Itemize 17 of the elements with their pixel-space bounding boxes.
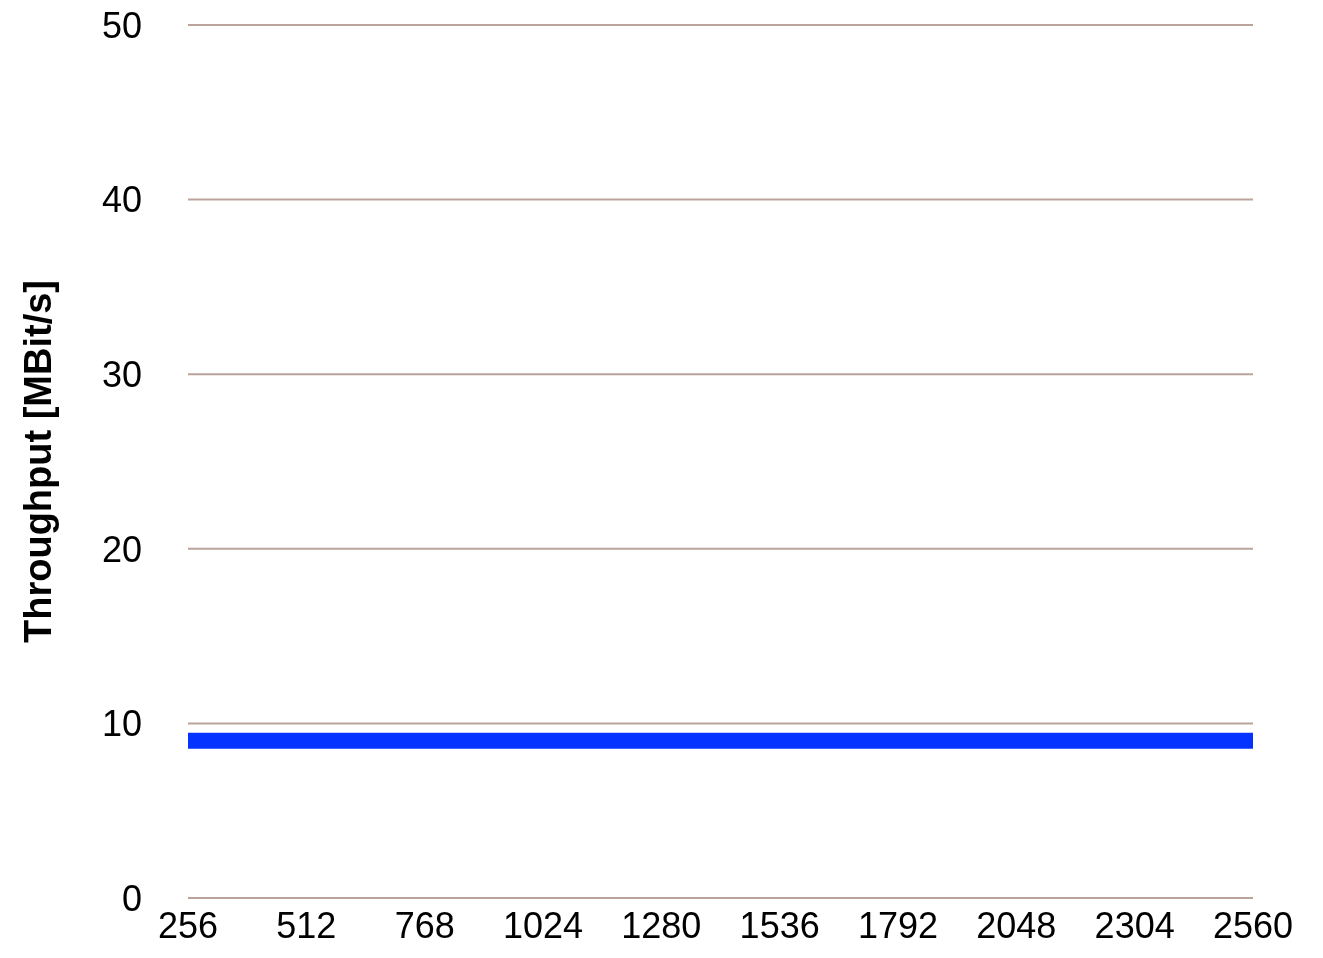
x-tick-label: 256 [157,904,219,946]
y-tick-label: 20 [101,528,142,570]
y-tick-label: 50 [101,4,142,46]
x-tick-label: 2560 [1212,904,1294,946]
x-tick-label: 768 [394,904,455,946]
y-axis-title: Throughput [MBit/s] [17,279,60,644]
x-tick-label: 1024 [502,904,584,946]
y-tick-label: 30 [101,353,142,395]
y-tick-label: 0 [121,877,142,919]
x-tick-label: 1536 [739,904,820,946]
x-tick-label: 2304 [1094,904,1175,946]
x-tick-label: 1280 [621,904,702,946]
x-tick-label: 1792 [857,904,939,946]
x-tick-label: 512 [276,904,337,946]
x-tick-label: 2048 [976,904,1057,946]
y-tick-label: 40 [101,179,142,221]
y-tick-label: 10 [101,703,142,745]
